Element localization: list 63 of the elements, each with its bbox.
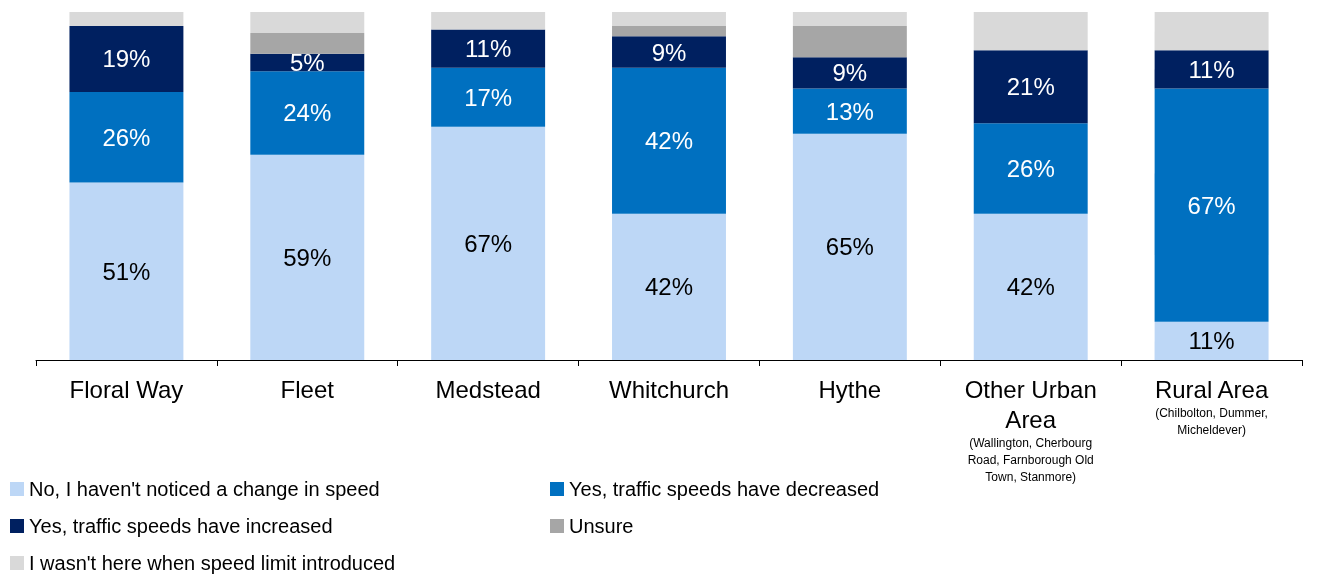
data-label: 13%	[825, 97, 874, 125]
data-label: 24%	[283, 99, 332, 127]
data-label: 21%	[1006, 73, 1055, 101]
bar	[1154, 50, 1269, 89]
bar	[250, 154, 365, 360]
bar	[69, 25, 184, 93]
bar	[250, 12, 365, 33]
bar	[973, 123, 1088, 214]
x-tick-label: Other Urban Area (Wallington, Cherbourg Road, Farnborough Old Town, Stanmore)	[964, 375, 1097, 484]
bar	[431, 67, 546, 127]
data-label: 67%	[1187, 191, 1236, 219]
data-label: 5%	[289, 48, 325, 76]
bar	[612, 12, 726, 26]
bar	[973, 50, 1088, 124]
bar	[250, 32, 365, 54]
bar	[69, 182, 184, 360]
data-label: 26%	[102, 123, 151, 151]
data-label: 17%	[464, 83, 513, 111]
data-label: 9%	[832, 59, 868, 87]
legend-label: Unsure	[569, 515, 634, 537]
data-label: 11%	[465, 35, 512, 63]
data-label: 51%	[102, 257, 151, 285]
bar	[250, 71, 365, 155]
x-tick-label: Hythe	[818, 375, 882, 403]
bar	[792, 133, 907, 360]
bar	[431, 12, 546, 30]
bar	[612, 67, 726, 214]
data-label: 42%	[644, 127, 694, 155]
bar	[612, 36, 726, 68]
data-label: 65%	[825, 233, 874, 261]
legend-label: No, I haven't noticed a change in speed	[29, 478, 380, 500]
data-label: 11%	[1188, 55, 1235, 83]
bar	[431, 29, 546, 68]
x-tick-label: Medstead	[435, 375, 541, 403]
data-label: 9%	[651, 38, 687, 66]
bar	[1154, 88, 1269, 322]
data-label: 42%	[644, 273, 694, 301]
legend-label: I wasn't here when speed limit introduced	[29, 552, 396, 574]
x-tick-label: Rural Area (Chilbolton, Dummer, Micheldever)	[1154, 375, 1269, 437]
data-label: 67%	[464, 229, 513, 257]
data-label: 42%	[1006, 273, 1055, 301]
bar	[792, 12, 907, 26]
legend-label: Yes, traffic speeds have decreased	[569, 478, 880, 500]
x-tick-label: Fleet	[280, 375, 335, 403]
bar	[69, 92, 184, 183]
bar	[792, 88, 907, 134]
bar	[792, 57, 907, 89]
data-label: 11%	[1188, 327, 1235, 355]
bar	[792, 25, 907, 58]
bar	[69, 12, 184, 26]
bar	[612, 213, 726, 360]
bar	[1154, 321, 1269, 360]
legend-label: Yes, traffic speeds have increased	[29, 515, 333, 537]
bar	[1154, 12, 1269, 51]
bar	[973, 12, 1088, 51]
data-label: 59%	[283, 243, 332, 271]
x-tick-label: Floral Way	[69, 375, 184, 403]
data-label: 26%	[1006, 155, 1055, 183]
bar	[431, 126, 546, 360]
x-tick-label: Whitchurch	[608, 375, 730, 403]
bar	[973, 213, 1088, 360]
data-label: 19%	[102, 45, 151, 73]
bar	[612, 25, 726, 37]
